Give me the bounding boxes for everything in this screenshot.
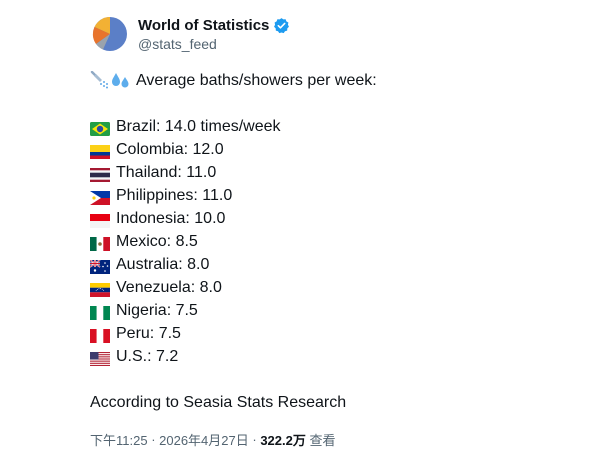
verified-badge-icon[interactable] bbox=[273, 17, 290, 34]
views-count[interactable]: 322.2万 bbox=[260, 432, 306, 448]
country-text: Nigeria: 7.5 bbox=[116, 302, 198, 319]
country-row-colombia: Colombia: 12.0 bbox=[90, 138, 560, 161]
source-line: According to Seasia Stats Research bbox=[90, 391, 560, 414]
country-row-brazil: Brazil: 14.0 times/week bbox=[90, 115, 560, 138]
country-text: Brazil: 14.0 times/week bbox=[116, 118, 281, 135]
country-text: Indonesia: 10.0 bbox=[116, 210, 226, 227]
country-row-philippines: Philippines: 11.0 bbox=[90, 184, 560, 207]
country-row-australia: Australia: 8.0 bbox=[89, 253, 560, 276]
usa-flag-icon bbox=[90, 350, 110, 366]
intro-line: Average baths/showers per week: bbox=[90, 68, 560, 92]
colombia-flag-icon bbox=[90, 143, 110, 159]
avatar[interactable] bbox=[92, 16, 128, 52]
country-row-usa: U.S.: 7.2 bbox=[90, 345, 560, 368]
country-text: Peru: 7.5 bbox=[116, 325, 181, 342]
venezuela-flag-icon bbox=[90, 281, 110, 297]
country-text: Mexico: 8.5 bbox=[116, 233, 198, 250]
sweat-droplets-icon bbox=[111, 71, 131, 89]
pie-chart-avatar-icon bbox=[92, 16, 128, 52]
indonesia-flag-icon bbox=[90, 212, 110, 228]
peru-flag-icon bbox=[90, 327, 110, 343]
account-handle[interactable]: @stats_feed bbox=[138, 35, 217, 52]
tweet-text: Average baths/showers per week: Brazil: … bbox=[89, 68, 560, 414]
brazil-flag-icon bbox=[90, 120, 110, 136]
intro-text: Average baths/showers per week: bbox=[136, 71, 377, 89]
philippines-flag-icon bbox=[90, 189, 110, 205]
country-row-mexico: Mexico: 8.5 bbox=[90, 230, 560, 253]
post-time[interactable]: 下午11:25 bbox=[90, 432, 148, 448]
thailand-flag-icon bbox=[90, 166, 110, 182]
country-text: Venezuela: 8.0 bbox=[116, 279, 222, 296]
mexico-flag-icon bbox=[90, 235, 110, 251]
tweet: World of Statistics @stats_feed bbox=[89, 12, 560, 448]
country-row-indonesia: Indonesia: 10.0 bbox=[90, 207, 560, 230]
account-name[interactable]: World of Statistics bbox=[138, 16, 270, 34]
post-date[interactable]: 2026年4月27日 bbox=[159, 432, 249, 448]
source-text: According to Seasia Stats Research bbox=[90, 394, 347, 411]
separator: · bbox=[147, 431, 160, 447]
country-text: U.S.: 7.2 bbox=[116, 348, 179, 365]
shower-icon bbox=[90, 70, 110, 89]
country-text: Colombia: 12.0 bbox=[116, 141, 224, 158]
country-text: Philippines: 11.0 bbox=[116, 187, 233, 204]
country-row-nigeria: Nigeria: 7.5 bbox=[90, 299, 560, 322]
country-text: Thailand: 11.0 bbox=[116, 164, 217, 181]
account-names: World of Statistics @stats_feed bbox=[138, 16, 290, 53]
tweet-meta: 下午11:25 · 2026年4月27日 · 322.2万 查看 bbox=[90, 430, 560, 448]
separator: · bbox=[248, 431, 261, 447]
tweet-header: World of Statistics @stats_feed bbox=[90, 12, 560, 56]
country-row-peru: Peru: 7.5 bbox=[90, 322, 560, 345]
nigeria-flag-icon bbox=[90, 304, 110, 320]
country-row-thailand: Thailand: 11.0 bbox=[90, 161, 560, 184]
country-text: Australia: 8.0 bbox=[116, 256, 210, 273]
views-label[interactable]: 查看 bbox=[305, 432, 336, 448]
australia-flag-icon bbox=[89, 258, 110, 274]
country-row-venezuela: Venezuela: 8.0 bbox=[90, 276, 560, 299]
